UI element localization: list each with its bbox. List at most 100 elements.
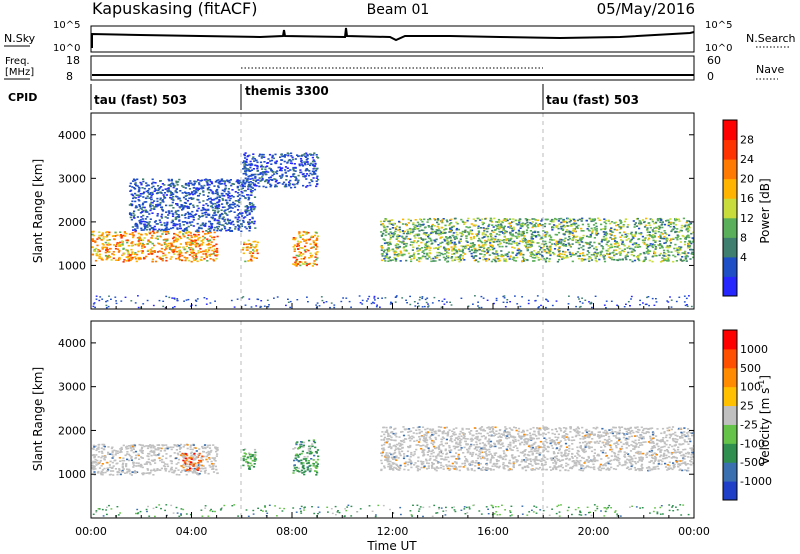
scatter-cell	[588, 217, 591, 220]
scatter-cell	[184, 195, 187, 197]
scatter-cell	[105, 231, 108, 234]
scatter-cell	[151, 247, 154, 249]
scatter-cell	[252, 246, 255, 248]
scatter-cell	[231, 189, 234, 191]
scatter-cell	[561, 258, 564, 260]
scatter-cell	[648, 224, 651, 226]
scatter-cell	[263, 171, 266, 173]
scatter-cell	[310, 236, 313, 239]
noise-cell	[105, 300, 107, 303]
scatter-cell	[105, 236, 108, 238]
scatter-cell	[203, 184, 206, 187]
scatter-cell	[426, 247, 429, 249]
scatter-cell	[294, 158, 297, 160]
scatter-cell	[278, 175, 282, 177]
scatter-cell	[249, 175, 252, 177]
scatter-cell	[229, 179, 232, 181]
scatter-cell	[609, 257, 612, 259]
scatter-cell	[153, 244, 156, 247]
scatter-cell	[96, 244, 99, 247]
scatter-cell	[454, 249, 457, 252]
scatter-cell	[172, 245, 175, 248]
scatter-cell	[643, 221, 646, 224]
scatter-cell	[250, 186, 253, 188]
scatter-cell	[187, 215, 190, 218]
scatter-cell	[198, 183, 201, 186]
scatter-cell	[305, 231, 308, 234]
scatter-cell	[497, 243, 500, 246]
scatter-cell	[313, 260, 316, 262]
scatter-cell	[239, 181, 242, 184]
scatter-cell	[258, 153, 262, 156]
scatter-cell	[568, 231, 571, 234]
scatter-cell	[560, 241, 563, 243]
scatter-cell	[244, 226, 247, 228]
scatter-cell	[293, 163, 296, 165]
scatter-cell	[184, 202, 188, 204]
scatter-cell	[453, 245, 456, 247]
scatter-cell	[167, 178, 170, 181]
scatter-cell	[408, 227, 411, 230]
scatter-cell	[182, 457, 186, 459]
scatter-cell	[676, 249, 679, 251]
scatter-cell	[108, 464, 111, 466]
scatter-cell	[481, 245, 484, 247]
scatter-cell	[292, 448, 295, 450]
scatter-cell	[513, 247, 516, 249]
scatter-cell	[246, 155, 249, 158]
scatter-cell	[384, 229, 387, 231]
scatter-cell	[567, 242, 570, 245]
scatter-cell	[193, 193, 196, 195]
noise-cell	[540, 304, 542, 307]
scatter-cell	[692, 231, 694, 234]
scatter-cell	[687, 224, 690, 227]
scatter-cell	[674, 219, 677, 222]
scatter-cell	[244, 448, 247, 450]
scatter-cell	[428, 233, 432, 235]
noise-cell	[267, 306, 270, 308]
scatter-cell	[285, 175, 288, 177]
scatter-cell	[300, 261, 303, 263]
scatter-cell	[309, 172, 312, 175]
scatter-cell	[129, 447, 132, 449]
scatter-cell	[668, 234, 671, 237]
noise-cell	[373, 302, 376, 304]
scatter-cell	[117, 251, 120, 253]
noise-cell	[502, 301, 505, 303]
scatter-cell	[196, 205, 199, 207]
scatter-cell	[139, 465, 142, 468]
scatter-cell	[500, 250, 503, 252]
scatter-cell	[196, 195, 200, 197]
scatter-cell	[138, 238, 141, 241]
scatter-cell	[172, 224, 175, 227]
scatter-cell	[166, 465, 170, 468]
scatter-cell	[161, 183, 164, 185]
scatter-cell	[477, 230, 480, 232]
scatter-cell	[387, 241, 390, 244]
y-tick-label: 3000	[58, 172, 86, 185]
scatter-cell	[213, 458, 216, 461]
scatter-cell	[483, 254, 486, 256]
scatter-cell	[204, 233, 207, 235]
scatter-cell	[188, 197, 191, 200]
scatter-cell	[669, 225, 672, 228]
scatter-cell	[533, 250, 536, 252]
scatter-cell	[204, 208, 207, 211]
scatter-cell	[400, 252, 403, 254]
noise-cell	[209, 302, 212, 304]
scatter-cell	[179, 243, 182, 245]
scatter-cell	[409, 219, 412, 222]
scatter-cell	[171, 219, 174, 222]
scatter-cell	[261, 168, 264, 170]
scatter-cell	[209, 230, 212, 232]
scatter-cell	[156, 200, 159, 203]
scatter-cell	[309, 450, 312, 453]
scatter-cell	[430, 226, 433, 228]
scatter-cell	[657, 236, 660, 238]
scatter-cell	[177, 453, 180, 456]
scatter-cell	[530, 241, 533, 244]
scatter-cell	[663, 258, 666, 261]
scatter-cell	[481, 241, 484, 244]
scatter-cell	[204, 447, 207, 450]
scatter-cell	[494, 259, 497, 262]
